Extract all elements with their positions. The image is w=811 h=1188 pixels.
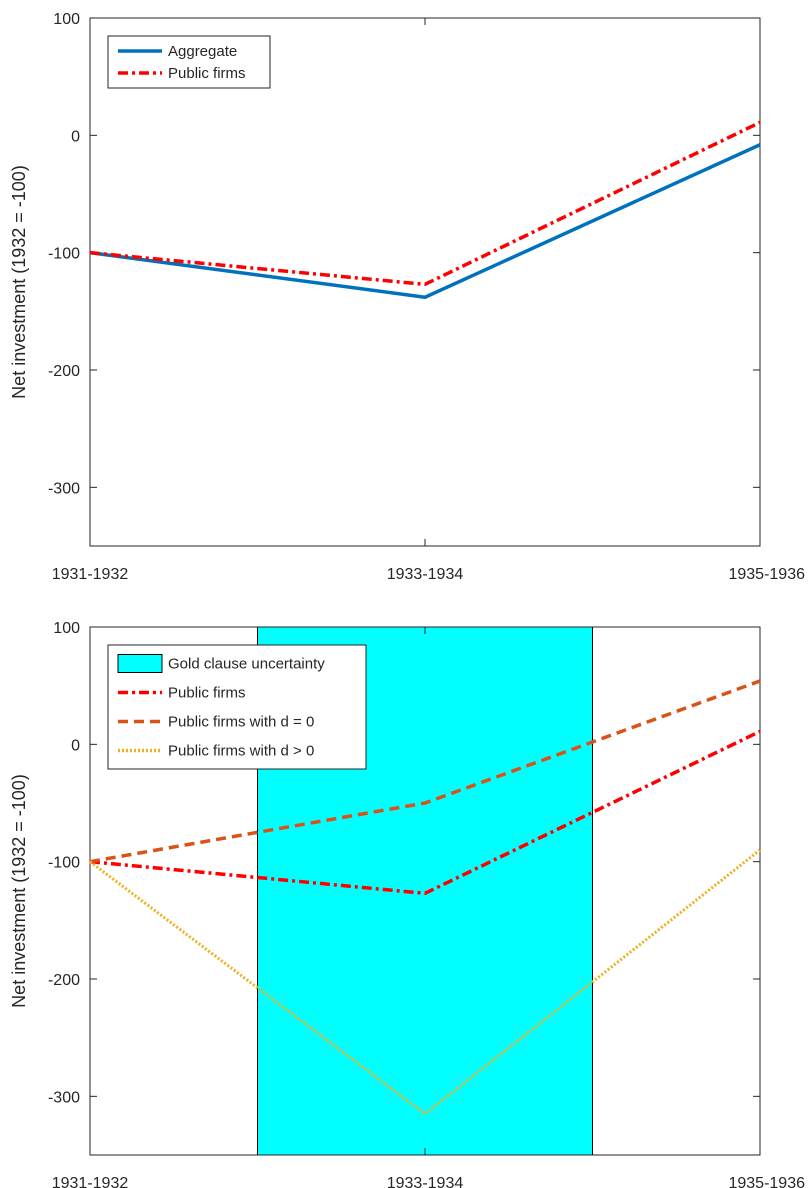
legend-label: Aggregate: [168, 43, 237, 60]
y-tick-label: -200: [48, 363, 80, 380]
legend-label: Gold clause uncertainty: [168, 656, 325, 673]
x-tick-label: 1935-1936: [728, 566, 805, 583]
y-axis-title: Net investment (1932 = -100): [9, 774, 29, 1008]
top-chart-panel: 100 0 -100 -200 -300 1931-1932 1933-1934 1935-1…: [9, 11, 805, 583]
series-line: [89, 729, 761, 896]
y-tick-label: -200: [48, 972, 80, 989]
x-tick-label: 1931-1932: [52, 566, 129, 583]
y-axis-title: Net investment (1932 = -100): [9, 165, 29, 399]
x-tick-label: 1935-1936: [728, 1175, 805, 1188]
series-line: [89, 679, 761, 864]
x-tick-label: 1931-1932: [52, 1175, 129, 1188]
y-tick-label: -300: [48, 1089, 80, 1106]
y-tick-label: 100: [53, 11, 80, 28]
bottom-chart-panel: 100 0 -100 -200 -300 1931-1932 1933-1934 1935-1…: [9, 620, 805, 1188]
y-tick-label: 0: [71, 737, 80, 754]
axes-box: [89, 17, 761, 547]
legend-label: Public firms: [168, 65, 246, 82]
legend-swatch: [117, 654, 163, 673]
series-line: [89, 120, 761, 287]
y-tick-label: -100: [48, 246, 80, 263]
y-tick-label: -100: [48, 855, 80, 872]
series-line: [89, 143, 761, 300]
x-tick-label: 1933-1934: [387, 1175, 464, 1188]
x-tick-label: 1933-1934: [387, 566, 464, 583]
y-tick-label: -300: [48, 480, 80, 497]
legend: [107, 35, 271, 89]
legend-label: Public firms with d = 0: [168, 714, 314, 731]
y-tick-label: 0: [71, 128, 80, 145]
y-tick-label: 100: [53, 620, 80, 637]
legend-label: Public firms: [168, 685, 246, 702]
legend-label: Public firms with d > 0: [168, 743, 314, 760]
